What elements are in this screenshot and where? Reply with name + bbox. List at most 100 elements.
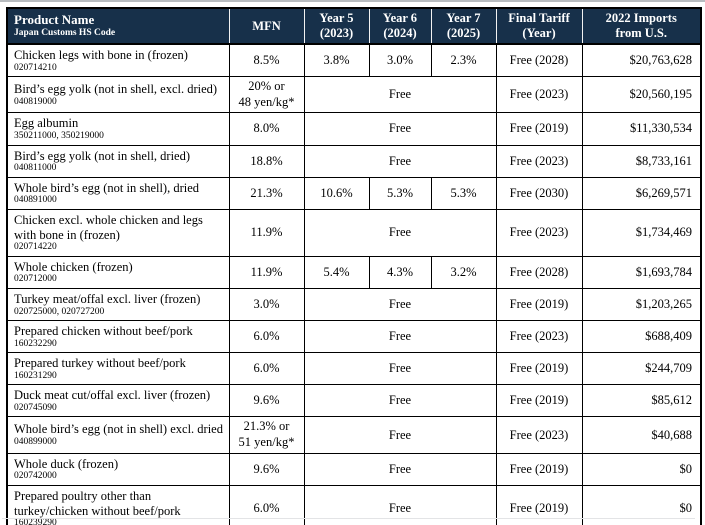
- hs-code: 020742000: [14, 471, 57, 482]
- product-cell: Whole bird’s egg (not in shell) excl. dr…: [6, 416, 230, 454]
- hs-code: 350211000, 350219000: [14, 131, 104, 142]
- final-tariff-cell: Free (2019): [495, 452, 583, 486]
- year6-cell: 5.3%: [368, 176, 432, 210]
- years-free-cell: Free: [303, 384, 497, 418]
- imports-cell: $11,330,534: [581, 112, 702, 146]
- header-year6: Year 6 (2024): [369, 8, 432, 45]
- imports-cell: $20,763,628: [581, 43, 702, 78]
- product-name: Prepared poultry other than turkey/chick…: [14, 488, 181, 518]
- page-top-edge: [0, 0, 705, 2]
- mfn-cell: 11.9%: [228, 255, 305, 289]
- table-row: Whole duck (frozen) 020742000 9.6% Free Free…: [6, 452, 702, 486]
- header-year7-line2: (2025): [446, 26, 481, 40]
- final-tariff-cell: Free (2023): [495, 319, 583, 354]
- hs-code: 040819000: [14, 96, 57, 107]
- hs-code: 020712000: [14, 274, 57, 285]
- header-year5-line2: (2023): [319, 26, 354, 40]
- table-row: Whole bird’s egg (not in shell) excl. dr…: [6, 416, 702, 454]
- hs-code: 020714220: [14, 242, 57, 253]
- product-cell: Prepared turkey without beef/pork 1602312…: [6, 352, 230, 386]
- product-cell: Egg albumin 350211000, 350219000: [6, 112, 230, 146]
- mfn-cell: 6.0%: [228, 319, 305, 354]
- product-cell: Chicken legs with bone in (frozen) 020714…: [6, 43, 230, 78]
- imports-cell: $6,269,571: [581, 176, 702, 210]
- product-cell: Bird’s egg yolk (not in shell, dried) 040…: [6, 144, 230, 178]
- header-year5: Year 5 (2023): [304, 8, 370, 45]
- years-free-cell: Free: [303, 452, 497, 486]
- product-name: Whole duck (frozen): [14, 456, 119, 471]
- imports-cell: $1,734,469: [581, 208, 702, 257]
- imports-cell: $40,688: [581, 416, 702, 454]
- hs-code: 020745090: [14, 403, 57, 414]
- table-row: Duck meat cut/offal excl. liver (frozen)…: [6, 384, 702, 418]
- final-tariff-cell: Free (2030): [495, 176, 583, 210]
- final-tariff-cell: Free (2023): [495, 144, 583, 178]
- mfn-cell: 9.6%: [228, 384, 305, 418]
- header-product-subtitle: Japan Customs HS Code: [14, 27, 116, 38]
- header-imports: 2022 Imports from U.S.: [582, 8, 701, 45]
- years-free-cell: Free: [303, 208, 497, 257]
- imports-cell: $244,709: [581, 352, 702, 386]
- year6-cell: 4.3%: [368, 255, 432, 289]
- table-row: Whole bird’s egg (not in shell), dried 04…: [6, 176, 702, 210]
- year6-cell: 3.0%: [368, 43, 432, 78]
- final-tariff-cell: Free (2023): [495, 208, 583, 257]
- header-imports-line1: 2022 Imports: [605, 11, 677, 25]
- final-tariff-cell: Free (2019): [495, 287, 583, 321]
- final-tariff-cell: Free (2019): [495, 112, 583, 146]
- product-name: Duck meat cut/offal excl. liver (frozen): [14, 388, 211, 403]
- mfn-cell: 21.3%: [228, 176, 305, 210]
- year5-cell: 10.6%: [303, 176, 370, 210]
- table-row: Prepared chicken without beef/pork 160232…: [6, 319, 702, 354]
- hs-code: 160239290: [14, 518, 57, 525]
- header-product: Product Name Japan Customs HS Code: [7, 8, 230, 45]
- product-name: Whole bird’s egg (not in shell) excl. dr…: [14, 422, 223, 437]
- table-header: Product Name Japan Customs HS Code MFN Y…: [7, 8, 701, 45]
- years-free-cell: Free: [303, 484, 497, 525]
- product-name: Turkey meat/offal excl. liver (frozen): [14, 291, 201, 306]
- years-free-cell: Free: [303, 76, 497, 114]
- mfn-cell: 20% or 48 yen/kg*: [228, 76, 305, 114]
- imports-cell: $0: [581, 452, 702, 486]
- final-tariff-cell: Free (2019): [495, 384, 583, 418]
- header-imports-line2: from U.S.: [615, 26, 667, 40]
- hs-code: 160231290: [14, 370, 57, 381]
- years-free-cell: Free: [303, 416, 497, 454]
- imports-cell: $688,409: [581, 319, 702, 354]
- product-name: Whole bird’s egg (not in shell), dried: [14, 180, 200, 195]
- years-free-cell: Free: [303, 112, 497, 146]
- tariff-table: Product Name Japan Customs HS Code MFN Y…: [6, 7, 702, 525]
- header-year7-line1: Year 7: [446, 11, 481, 25]
- hs-code: 040899000: [14, 437, 57, 448]
- year7-cell: 3.2%: [430, 255, 497, 289]
- header-year7: Year 7 (2025): [431, 8, 497, 45]
- imports-cell: $1,693,784: [581, 255, 702, 289]
- table-row: Egg albumin 350211000, 350219000 8.0% Free F…: [6, 112, 702, 146]
- mfn-cell: 9.6%: [228, 452, 305, 486]
- final-tariff-cell: Free (2023): [495, 76, 583, 114]
- header-mfn: MFN: [229, 8, 305, 45]
- header-year5-line1: Year 5: [319, 11, 354, 25]
- mfn-line: 51 yen/kg*: [238, 435, 295, 450]
- years-free-cell: Free: [303, 319, 497, 354]
- header-final-line2: (Year): [522, 26, 556, 40]
- product-name: Bird’s egg yolk (not in shell, dried): [14, 148, 191, 163]
- final-tariff-cell: Free (2019): [495, 352, 583, 386]
- final-tariff-cell: Free (2023): [495, 416, 583, 454]
- table-row: Chicken excl. whole chicken and legs wit…: [6, 208, 702, 257]
- years-free-cell: Free: [303, 144, 497, 178]
- product-cell: Turkey meat/offal excl. liver (frozen) 02…: [6, 287, 230, 321]
- product-cell: Duck meat cut/offal excl. liver (frozen)…: [6, 384, 230, 418]
- header-row: Product Name Japan Customs HS Code MFN Y…: [7, 8, 701, 45]
- hs-code: 160232290: [14, 338, 57, 349]
- product-cell: Chicken excl. whole chicken and legs wit…: [6, 208, 230, 257]
- mfn-cell: 18.8%: [228, 144, 305, 178]
- final-tariff-cell: Free (2028): [495, 43, 583, 78]
- product-cell: Whole duck (frozen) 020742000: [6, 452, 230, 486]
- product-cell: Prepared poultry other than turkey/chick…: [6, 484, 230, 525]
- product-name: Chicken excl. whole chicken and legs wit…: [14, 212, 203, 242]
- product-cell: Whole chicken (frozen) 020712000: [6, 255, 230, 289]
- product-name: Chicken legs with bone in (frozen): [14, 48, 188, 62]
- mfn-cell: 6.0%: [228, 484, 305, 525]
